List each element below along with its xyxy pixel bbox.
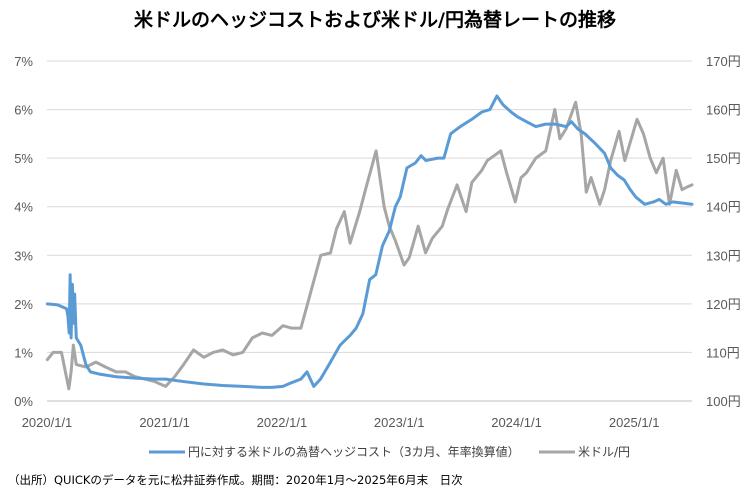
series-line-hedge-cost <box>45 94 694 389</box>
right-tick-label: 160円 <box>706 103 741 118</box>
legend: 円に対する米ドルの為替ヘッジコスト（3カ月、年率換算値） 米ドル/円 <box>149 444 630 459</box>
left-tick-label: 3% <box>14 248 33 263</box>
left-tick-label: 2% <box>14 297 33 312</box>
right-tick-label: 140円 <box>706 200 741 215</box>
right-tick-label: 120円 <box>706 297 741 312</box>
right-axis-ticks: 100円 110円 120円 130円 140円 150円 160円 170円 <box>706 54 741 409</box>
left-tick-label: 1% <box>14 345 33 360</box>
right-tick-label: 170円 <box>706 54 741 69</box>
legend-label-usdjpy: 米ドル/円 <box>578 445 630 459</box>
x-tick-label: 2022/1/1 <box>257 415 308 430</box>
series-layer <box>45 94 694 391</box>
left-tick-label: 6% <box>14 103 33 118</box>
x-axis-ticks: 2020/1/1 2021/1/1 2022/1/1 2023/1/1 2024/1/1… <box>22 415 660 430</box>
left-axis-ticks: 0% 1% 2% 3% 4% 5% 6% 7% <box>14 54 33 409</box>
left-tick-label: 7% <box>14 54 33 69</box>
x-tick-label: 2021/1/1 <box>139 415 190 430</box>
x-tick-label: 2020/1/1 <box>22 415 73 430</box>
right-tick-label: 100円 <box>706 394 741 409</box>
right-tick-label: 110円 <box>706 345 740 360</box>
x-tick-label: 2024/1/1 <box>491 415 542 430</box>
series-line-usdjpy <box>45 100 694 391</box>
source-note: （出所）QUICKのデータを元に松井証券作成。期間：2020年1月～2025年6… <box>8 473 463 487</box>
x-tick-label: 2023/1/1 <box>374 415 425 430</box>
chart-title: 米ドルのヘッジコストおよび米ドル/円為替レートの推移 <box>134 8 616 31</box>
gridlines <box>47 60 692 402</box>
left-tick-label: 4% <box>14 200 33 215</box>
x-tick-label: 2025/1/1 <box>609 415 660 430</box>
right-tick-label: 130円 <box>706 248 741 263</box>
right-tick-label: 150円 <box>706 151 741 166</box>
left-tick-label: 0% <box>14 394 33 409</box>
left-tick-label: 5% <box>14 151 33 166</box>
legend-label-hedge-cost: 円に対する米ドルの為替ヘッジコスト（3カ月、年率換算値） <box>188 444 520 459</box>
